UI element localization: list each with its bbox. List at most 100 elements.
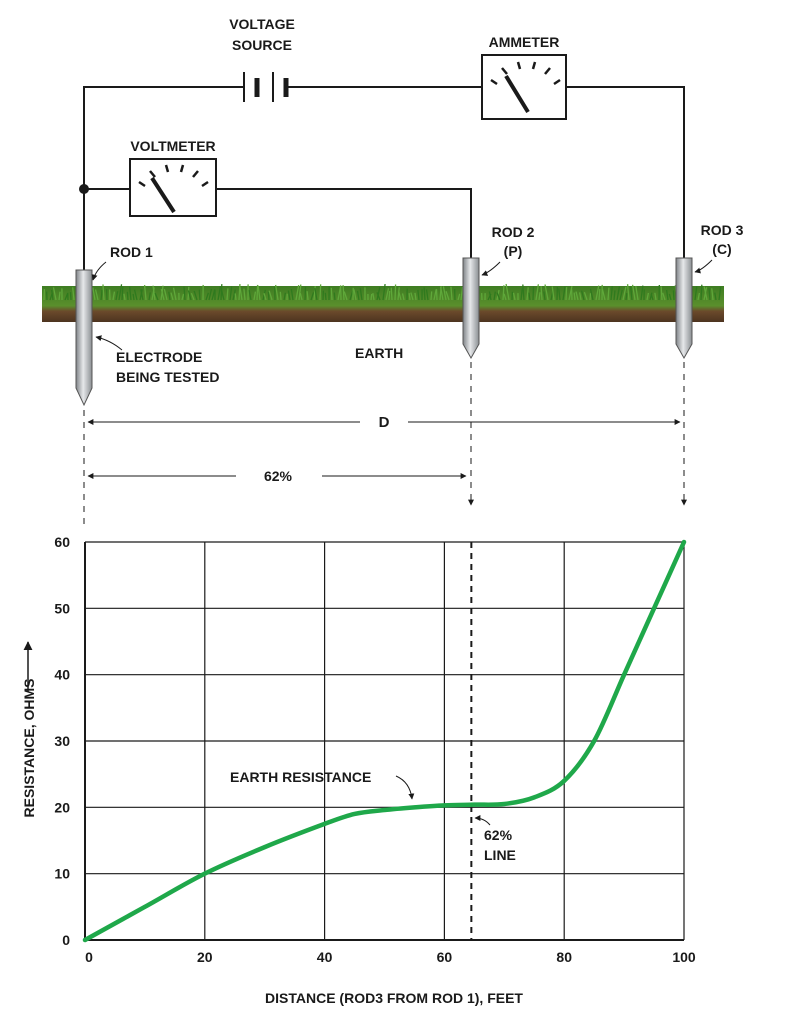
data-point	[562, 779, 566, 783]
grass-blade	[503, 285, 504, 300]
y-tick-label: 40	[54, 667, 70, 683]
rod3-label-1: ROD 3	[701, 222, 744, 238]
62-line-label-2: LINE	[484, 847, 516, 863]
y-tick-label: 0	[62, 932, 70, 948]
grass-blade	[391, 288, 392, 300]
data-point	[532, 795, 536, 799]
grass-blade	[599, 289, 600, 300]
data-point	[502, 802, 506, 806]
grass-blade	[307, 291, 308, 300]
voltage-source-icon	[244, 72, 286, 102]
grass-blade	[701, 285, 702, 300]
ammeter-label: AMMETER	[489, 34, 560, 50]
y-tick-label: 60	[54, 534, 70, 550]
data-point	[412, 805, 416, 809]
data-point	[472, 803, 476, 807]
ground-strip	[42, 284, 724, 322]
data-point	[442, 803, 446, 807]
grass-blade	[268, 291, 269, 300]
data-point	[83, 938, 87, 942]
data-point	[383, 808, 387, 812]
grass-blade	[431, 291, 432, 300]
y-tick-label: 20	[54, 799, 70, 815]
rod3-callout-arrow	[695, 260, 712, 272]
grass-blade	[122, 287, 123, 300]
y-tick-label: 10	[54, 866, 70, 882]
62-line-label-1: 62%	[484, 827, 513, 843]
data-point	[143, 905, 147, 909]
grass-blade	[409, 293, 410, 300]
62-line-arrow	[475, 818, 490, 825]
grass-blade	[334, 293, 335, 300]
grass-blade	[389, 291, 390, 300]
earth-label: EARTH	[355, 345, 403, 361]
data-point	[652, 606, 656, 610]
x-tick-label: 0	[85, 949, 93, 965]
rod-2	[463, 258, 479, 358]
rod3-label-2: (C)	[712, 241, 731, 257]
x-tick-label: 20	[197, 949, 213, 965]
voltmeter-icon	[130, 159, 216, 216]
junction-dot	[79, 184, 89, 194]
grass-blade	[227, 288, 228, 300]
rod-1	[76, 270, 92, 405]
grass-blade	[574, 293, 575, 300]
voltage-source-label-2: SOURCE	[232, 37, 292, 53]
data-point	[323, 822, 327, 826]
earth-resistance-arrow	[396, 776, 412, 799]
y-tick-label: 50	[54, 600, 70, 616]
x-tick-label: 80	[556, 949, 572, 965]
grass-blade	[566, 287, 567, 300]
grass-blade	[395, 285, 396, 300]
grass-blade	[320, 284, 321, 300]
x-tick-label: 60	[437, 949, 453, 965]
distance-d-label: D	[379, 414, 390, 431]
resistance-chart: 0 10 20 30 40 50 60 0 20 40 60 80 100 EARTH RESISTA…	[21, 534, 696, 1006]
grass-blade	[626, 293, 627, 300]
grass-blade	[133, 294, 134, 300]
data-point	[592, 739, 596, 743]
data-point	[682, 540, 686, 544]
x-tick-labels: 0 20 40 60 80 100	[85, 949, 696, 965]
grass-blade	[325, 293, 326, 300]
data-point	[353, 812, 357, 816]
grass-blade	[590, 293, 591, 300]
grass-blade	[673, 290, 674, 300]
earth-resistance-annotation: EARTH RESISTANCE	[230, 769, 371, 785]
rod1-callout-arrow	[93, 262, 106, 280]
grass-blade	[257, 285, 258, 300]
x-tick-label: 40	[317, 949, 333, 965]
grass-blade	[661, 286, 662, 300]
rod2-label-1: ROD 2	[492, 224, 535, 240]
grass-blade	[371, 294, 372, 300]
rod2-label-2: (P)	[504, 243, 523, 259]
grass-blade	[280, 292, 281, 300]
grass-blade	[608, 288, 609, 300]
rod1-label: ROD 1	[110, 244, 153, 260]
grass-blade	[331, 288, 332, 300]
x-tick-label: 100	[672, 949, 696, 965]
x-axis-label: DISTANCE (ROD3 FROM ROD 1), FEET	[265, 990, 523, 1006]
electrode-label-1: ELECTRODE	[116, 349, 202, 365]
data-point	[203, 872, 207, 876]
grass-blade	[424, 287, 425, 300]
data-point	[622, 673, 626, 677]
data-point	[263, 845, 267, 849]
y-axis-label: RESISTANCE, OHMS	[21, 679, 37, 818]
rod2-callout-arrow	[482, 262, 500, 275]
grass-blade	[235, 293, 236, 300]
y-tick-label: 30	[54, 733, 70, 749]
electrode-label-2: BEING TESTED	[116, 369, 219, 385]
voltage-source-label-1: VOLTAGE	[229, 16, 295, 32]
voltmeter-label: VOLTMETER	[130, 138, 215, 154]
distance-62-label: 62%	[264, 468, 293, 484]
grass-blade	[199, 290, 200, 300]
ammeter-icon	[482, 55, 566, 119]
dimension-lines	[84, 362, 684, 525]
grass-blade	[305, 287, 306, 300]
y-tick-labels: 0 10 20 30 40 50 60	[54, 534, 70, 948]
rod-3	[676, 258, 692, 358]
grass-blade	[127, 292, 128, 300]
